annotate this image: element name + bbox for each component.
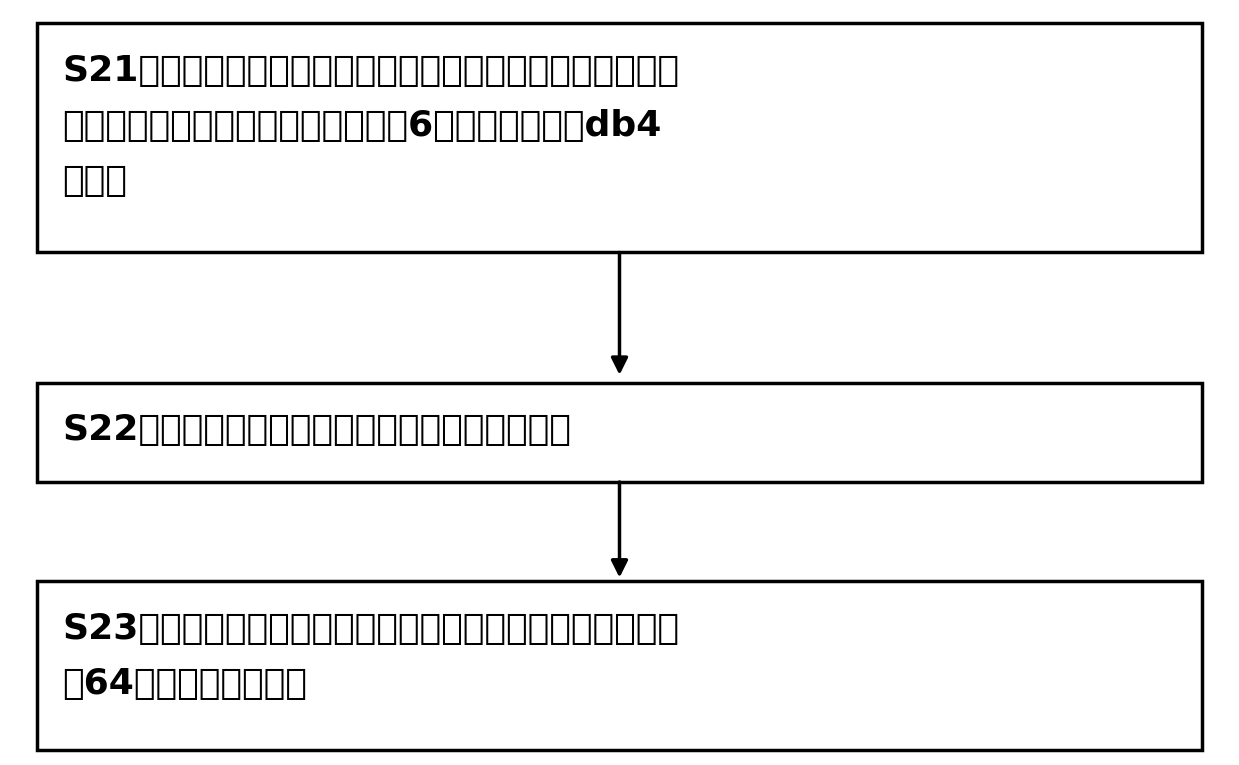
Text: S21：采用小波包阈值去噪方法对所述振动信号进行分解，获: S21：采用小波包阈值去噪方法对所述振动信号进行分解，获	[62, 54, 679, 87]
Bar	[37, 382, 1202, 482]
Text: S22：采用软阈值法对所述小波包系数进行去噪；: S22：采用软阈值法对所述小波包系数进行去噪；	[62, 413, 571, 447]
Bar	[37, 23, 1202, 252]
Text: 得小波包系数，其中分解层数设置为6层，小波基选取db4: 得小波包系数，其中分解层数设置为6层，小波基选取db4	[62, 109, 662, 142]
Text: 为64，获得降噪信号。: 为64，获得降噪信号。	[62, 667, 307, 701]
Bar	[37, 581, 1202, 750]
Text: S23：根据去噪后的小波包系数重构原信号，重构结点的个数: S23：根据去噪后的小波包系数重构原信号，重构结点的个数	[62, 612, 679, 646]
Text: 小波；: 小波；	[62, 164, 126, 197]
